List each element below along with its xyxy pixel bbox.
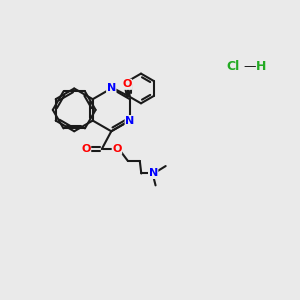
Text: O: O	[112, 144, 122, 154]
Text: N: N	[148, 169, 158, 178]
Text: O: O	[81, 144, 91, 154]
Text: O: O	[122, 79, 131, 89]
Text: H: H	[256, 60, 267, 73]
Text: N: N	[106, 83, 116, 94]
Text: —: —	[243, 60, 256, 73]
Text: N: N	[125, 116, 134, 126]
Text: Cl: Cl	[226, 60, 240, 73]
